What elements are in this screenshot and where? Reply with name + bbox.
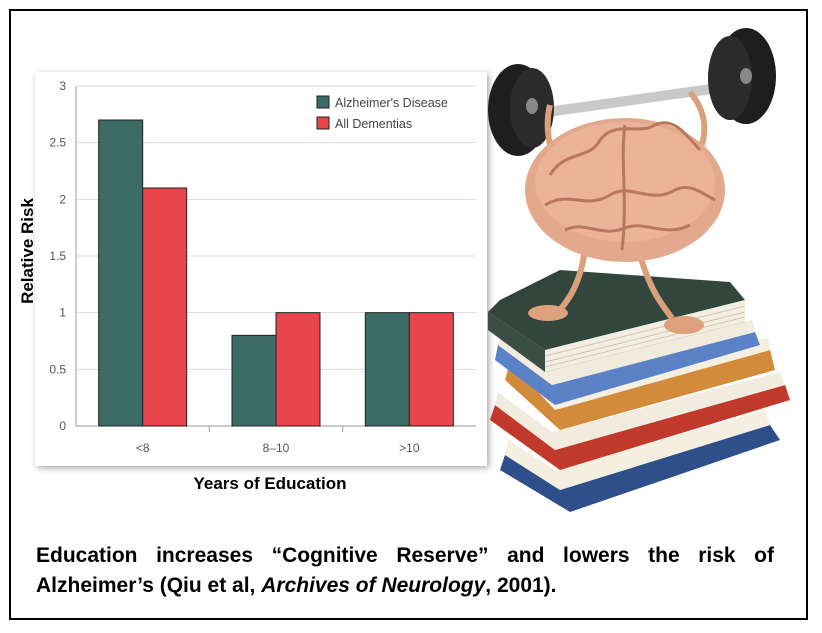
book-stack: [488, 270, 790, 512]
bar: [364, 312, 410, 427]
x-axis-label: Years of Education: [193, 474, 347, 493]
brain: [525, 118, 725, 262]
bar: [231, 334, 277, 427]
y-axis-label: Relative Risk: [18, 198, 37, 304]
chart-panel: 0 0.5 1 1.5 2 2.5 3 <8 8–10 >10 Alzheimer's Diseas…: [35, 72, 487, 466]
y-tick-label: 1.5: [49, 249, 66, 263]
x-tick-label: >10: [399, 441, 420, 455]
barbell: [488, 28, 776, 156]
bar: [98, 119, 144, 427]
caption-journal: Archives of Neurology: [261, 574, 486, 597]
y-tick-label: 0.5: [49, 362, 66, 376]
bar: [142, 187, 188, 427]
caption-text: Education increases “Cognitive Reserve” …: [36, 544, 774, 597]
y-tick-label: 2.5: [49, 136, 66, 150]
x-tick-label: 8–10: [263, 441, 290, 455]
caption: Education increases “Cognitive Reserve” …: [36, 541, 774, 601]
legend-label: All Dementias: [335, 117, 412, 131]
legend-label: Alzheimer's Disease: [335, 96, 448, 110]
y-tick-label: 2: [59, 192, 66, 206]
bar: [275, 312, 321, 427]
legend-swatch: [316, 116, 330, 130]
caption-tail: , 2001).: [485, 574, 557, 597]
brain-legs: [528, 249, 704, 334]
bar-chart: 0 0.5 1 1.5 2 2.5 3 <8 8–10 >10 Alzheimer's Diseas…: [49, 79, 476, 455]
y-tick-label: 1: [59, 306, 66, 320]
legend-swatch: [316, 95, 330, 109]
x-tick-label: <8: [136, 441, 150, 455]
y-tick-label: 0: [59, 419, 66, 433]
brain-lifting-barbell-on-books-icon: [488, 28, 790, 512]
y-tick-label: 3: [59, 79, 66, 93]
bar: [408, 312, 454, 427]
